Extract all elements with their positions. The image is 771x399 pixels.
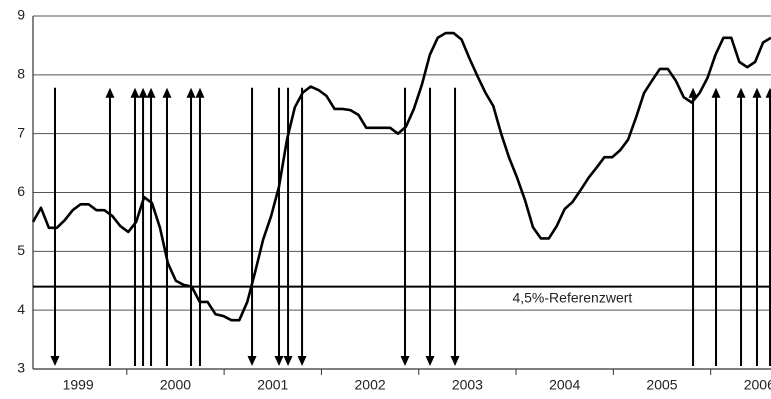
- arrow-head: [297, 356, 307, 367]
- arrow: [274, 87, 284, 367]
- arrow: [130, 87, 140, 367]
- arrow-head: [186, 87, 196, 98]
- x-tick-label: 2001: [257, 377, 288, 393]
- x-tick-label: 2005: [646, 377, 677, 393]
- arrow: [400, 87, 410, 367]
- arrow: [297, 87, 307, 367]
- x-tick-label: 2004: [549, 377, 580, 393]
- arrow: [688, 87, 698, 367]
- data-line: [31, 31, 771, 322]
- arrow-head: [400, 356, 410, 367]
- y-tick-label: 7: [17, 124, 25, 140]
- arrow-head: [105, 87, 115, 98]
- arrow: [765, 87, 771, 367]
- arrow-head: [283, 356, 293, 367]
- arrow-head: [162, 87, 172, 98]
- arrow: [162, 87, 172, 367]
- arrow: [195, 87, 205, 367]
- arrow-head: [425, 356, 435, 367]
- y-tick-label: 5: [17, 242, 25, 258]
- arrow-head: [765, 87, 771, 98]
- arrow: [283, 87, 293, 367]
- x-tick-label: 2003: [452, 377, 483, 393]
- arrow: [146, 87, 156, 367]
- arrow: [186, 87, 196, 367]
- reference-label: 4,5%-Referenzwert: [512, 289, 632, 305]
- arrow-head: [247, 356, 257, 367]
- arrow-head: [736, 87, 746, 98]
- y-tick-label: 6: [17, 183, 25, 199]
- arrow-head: [752, 87, 762, 98]
- arrow: [450, 87, 460, 367]
- arrow-head: [138, 87, 148, 98]
- x-tick-label: 2006: [744, 377, 771, 393]
- y-tick-label: 8: [17, 66, 25, 82]
- arrow: [247, 87, 257, 367]
- arrow-head: [274, 356, 284, 367]
- arrow: [736, 87, 746, 367]
- arrow-head: [711, 87, 721, 98]
- x-tick-label: 2002: [355, 377, 386, 393]
- arrow-head: [688, 87, 698, 98]
- y-tick-label: 3: [17, 360, 25, 376]
- y-tick-label: 9: [17, 7, 25, 23]
- x-tick-label: 2000: [160, 377, 191, 393]
- arrow: [752, 87, 762, 367]
- y-tick-label: 4: [17, 301, 25, 317]
- arrow-head: [195, 87, 205, 98]
- arrow-head: [50, 356, 60, 367]
- arrow-head: [130, 87, 140, 98]
- arrow-head: [146, 87, 156, 98]
- arrow: [425, 87, 435, 367]
- arrow-head: [450, 356, 460, 367]
- arrow: [711, 87, 721, 367]
- arrow: [50, 87, 60, 367]
- x-tick-label: 1999: [63, 377, 94, 393]
- arrow: [105, 87, 115, 367]
- arrow: [138, 87, 148, 367]
